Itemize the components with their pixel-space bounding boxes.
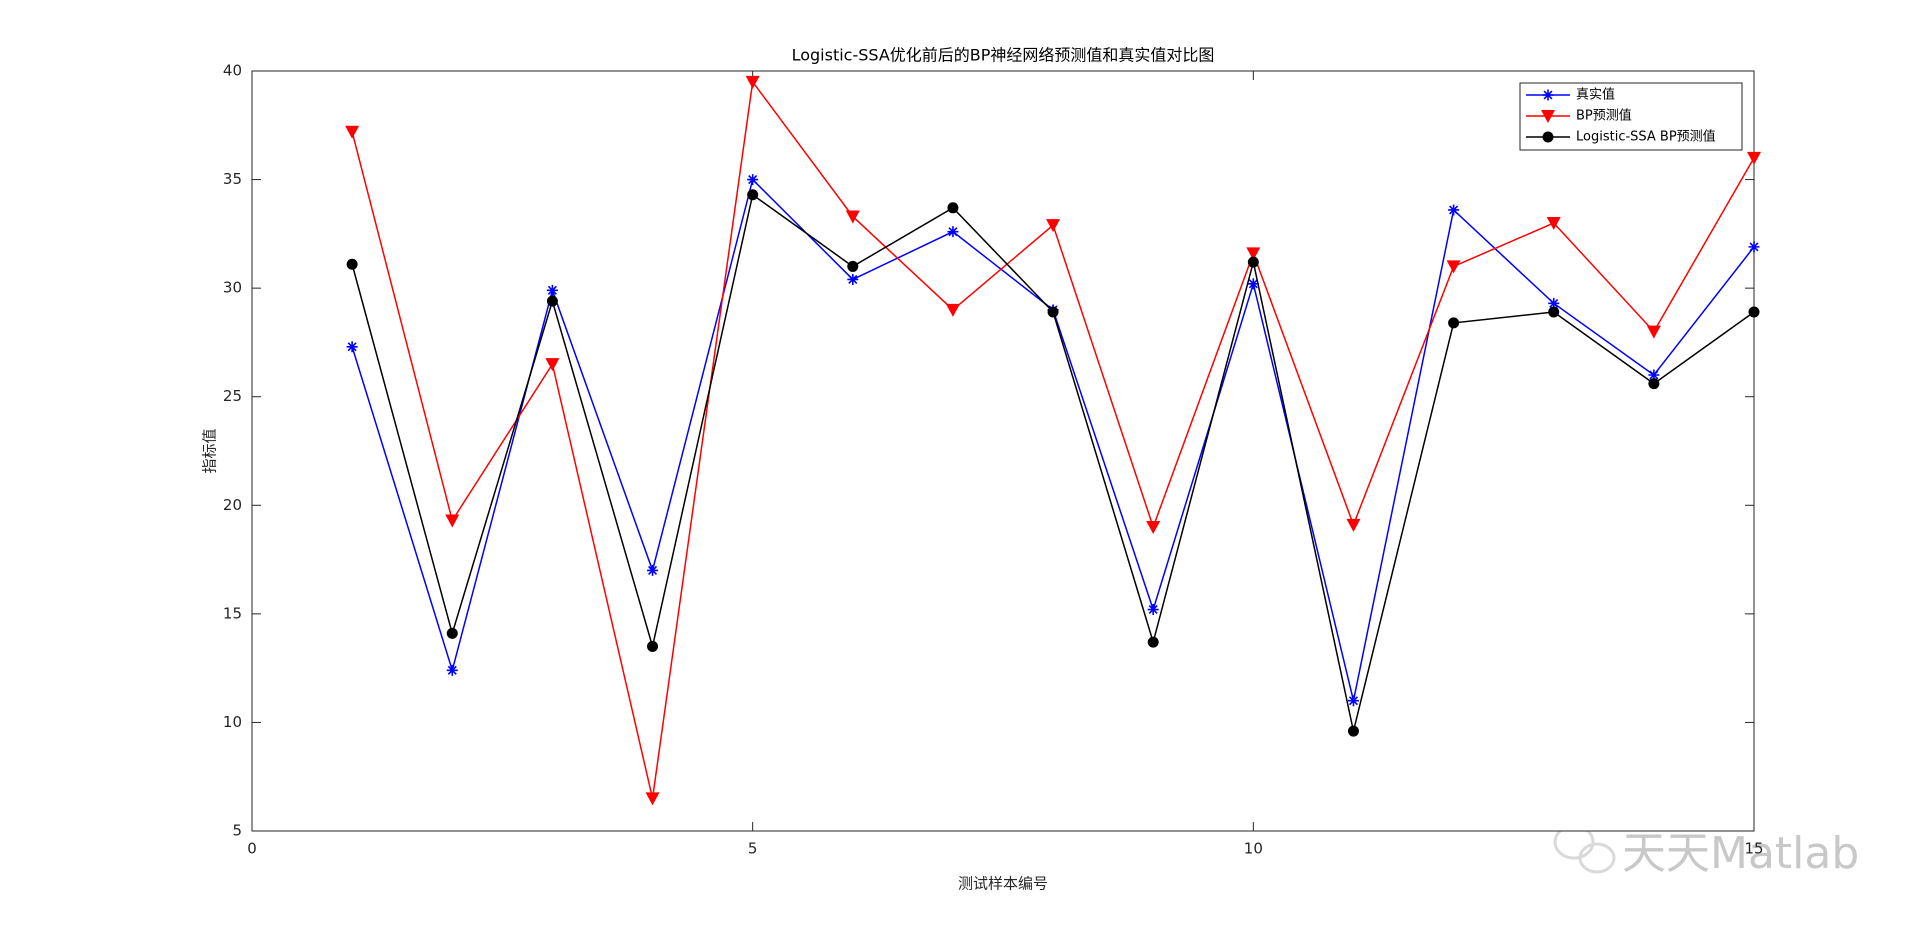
chart-title: Logistic-SSA优化前后的BP神经网络预测值和真实值对比图 <box>792 46 1215 65</box>
marker <box>346 341 358 353</box>
marker <box>1247 256 1259 268</box>
y-tick-label: 25 <box>223 387 242 405</box>
legend-label: Logistic-SSA BP预测值 <box>1576 129 1716 145</box>
marker <box>546 295 558 307</box>
marker <box>647 564 659 576</box>
marker <box>545 358 560 372</box>
marker <box>1542 131 1554 143</box>
marker <box>947 226 959 238</box>
y-tick-label: 15 <box>223 604 242 622</box>
marker <box>1146 521 1161 534</box>
y-tick-label: 35 <box>223 170 242 188</box>
x-tick-label: 10 <box>1244 840 1263 858</box>
marker <box>747 174 759 186</box>
legend-label: BP预测值 <box>1576 108 1632 124</box>
watermark <box>1553 824 1616 874</box>
y-tick-label: 5 <box>232 822 242 840</box>
marker <box>1448 204 1460 216</box>
marker <box>1747 151 1761 165</box>
marker <box>1646 325 1661 339</box>
y-tick-label: 20 <box>223 496 242 514</box>
x-tick-label: 0 <box>247 840 257 858</box>
marker <box>1546 217 1561 230</box>
marker <box>1046 219 1061 233</box>
marker <box>647 640 659 652</box>
marker <box>1047 306 1059 318</box>
marker <box>446 627 458 639</box>
marker <box>1346 518 1361 532</box>
marker <box>546 284 558 296</box>
marker <box>847 260 859 272</box>
x-tick-label: 15 <box>1744 840 1763 858</box>
plot-area <box>251 70 1755 832</box>
marker <box>1246 247 1261 261</box>
marker <box>1648 369 1660 381</box>
y-tick-label: 40 <box>223 62 242 80</box>
marker <box>1648 378 1660 390</box>
marker <box>1247 278 1259 290</box>
watermark: 天天Matlab <box>1622 828 1859 879</box>
marker <box>1548 306 1560 318</box>
y-axis-label: 指标值 <box>201 428 219 473</box>
x-axis-label: 测试样本编号 <box>958 875 1048 893</box>
y-tick-label: 10 <box>223 713 242 731</box>
marker <box>1347 695 1359 707</box>
legend-label: 真实值 <box>1576 87 1615 103</box>
marker <box>1147 604 1159 616</box>
watermark-icon <box>1578 842 1616 874</box>
marker <box>445 514 460 528</box>
marker <box>446 664 458 676</box>
marker <box>745 75 760 89</box>
marker <box>346 258 358 270</box>
y-tick-label: 30 <box>223 279 242 297</box>
marker <box>1748 241 1760 253</box>
marker <box>1548 297 1560 309</box>
marker <box>1542 89 1554 101</box>
marker <box>645 792 660 806</box>
marker <box>845 210 860 224</box>
marker <box>1446 260 1461 274</box>
marker <box>945 303 960 317</box>
x-tick-label: 5 <box>748 840 758 858</box>
marker <box>1541 110 1555 123</box>
marker <box>847 273 859 285</box>
marker <box>1347 725 1359 737</box>
marker <box>1147 636 1159 648</box>
marker <box>1748 306 1760 318</box>
marker <box>747 189 759 201</box>
marker <box>1448 317 1460 329</box>
marker <box>947 202 959 214</box>
marker <box>345 125 360 139</box>
